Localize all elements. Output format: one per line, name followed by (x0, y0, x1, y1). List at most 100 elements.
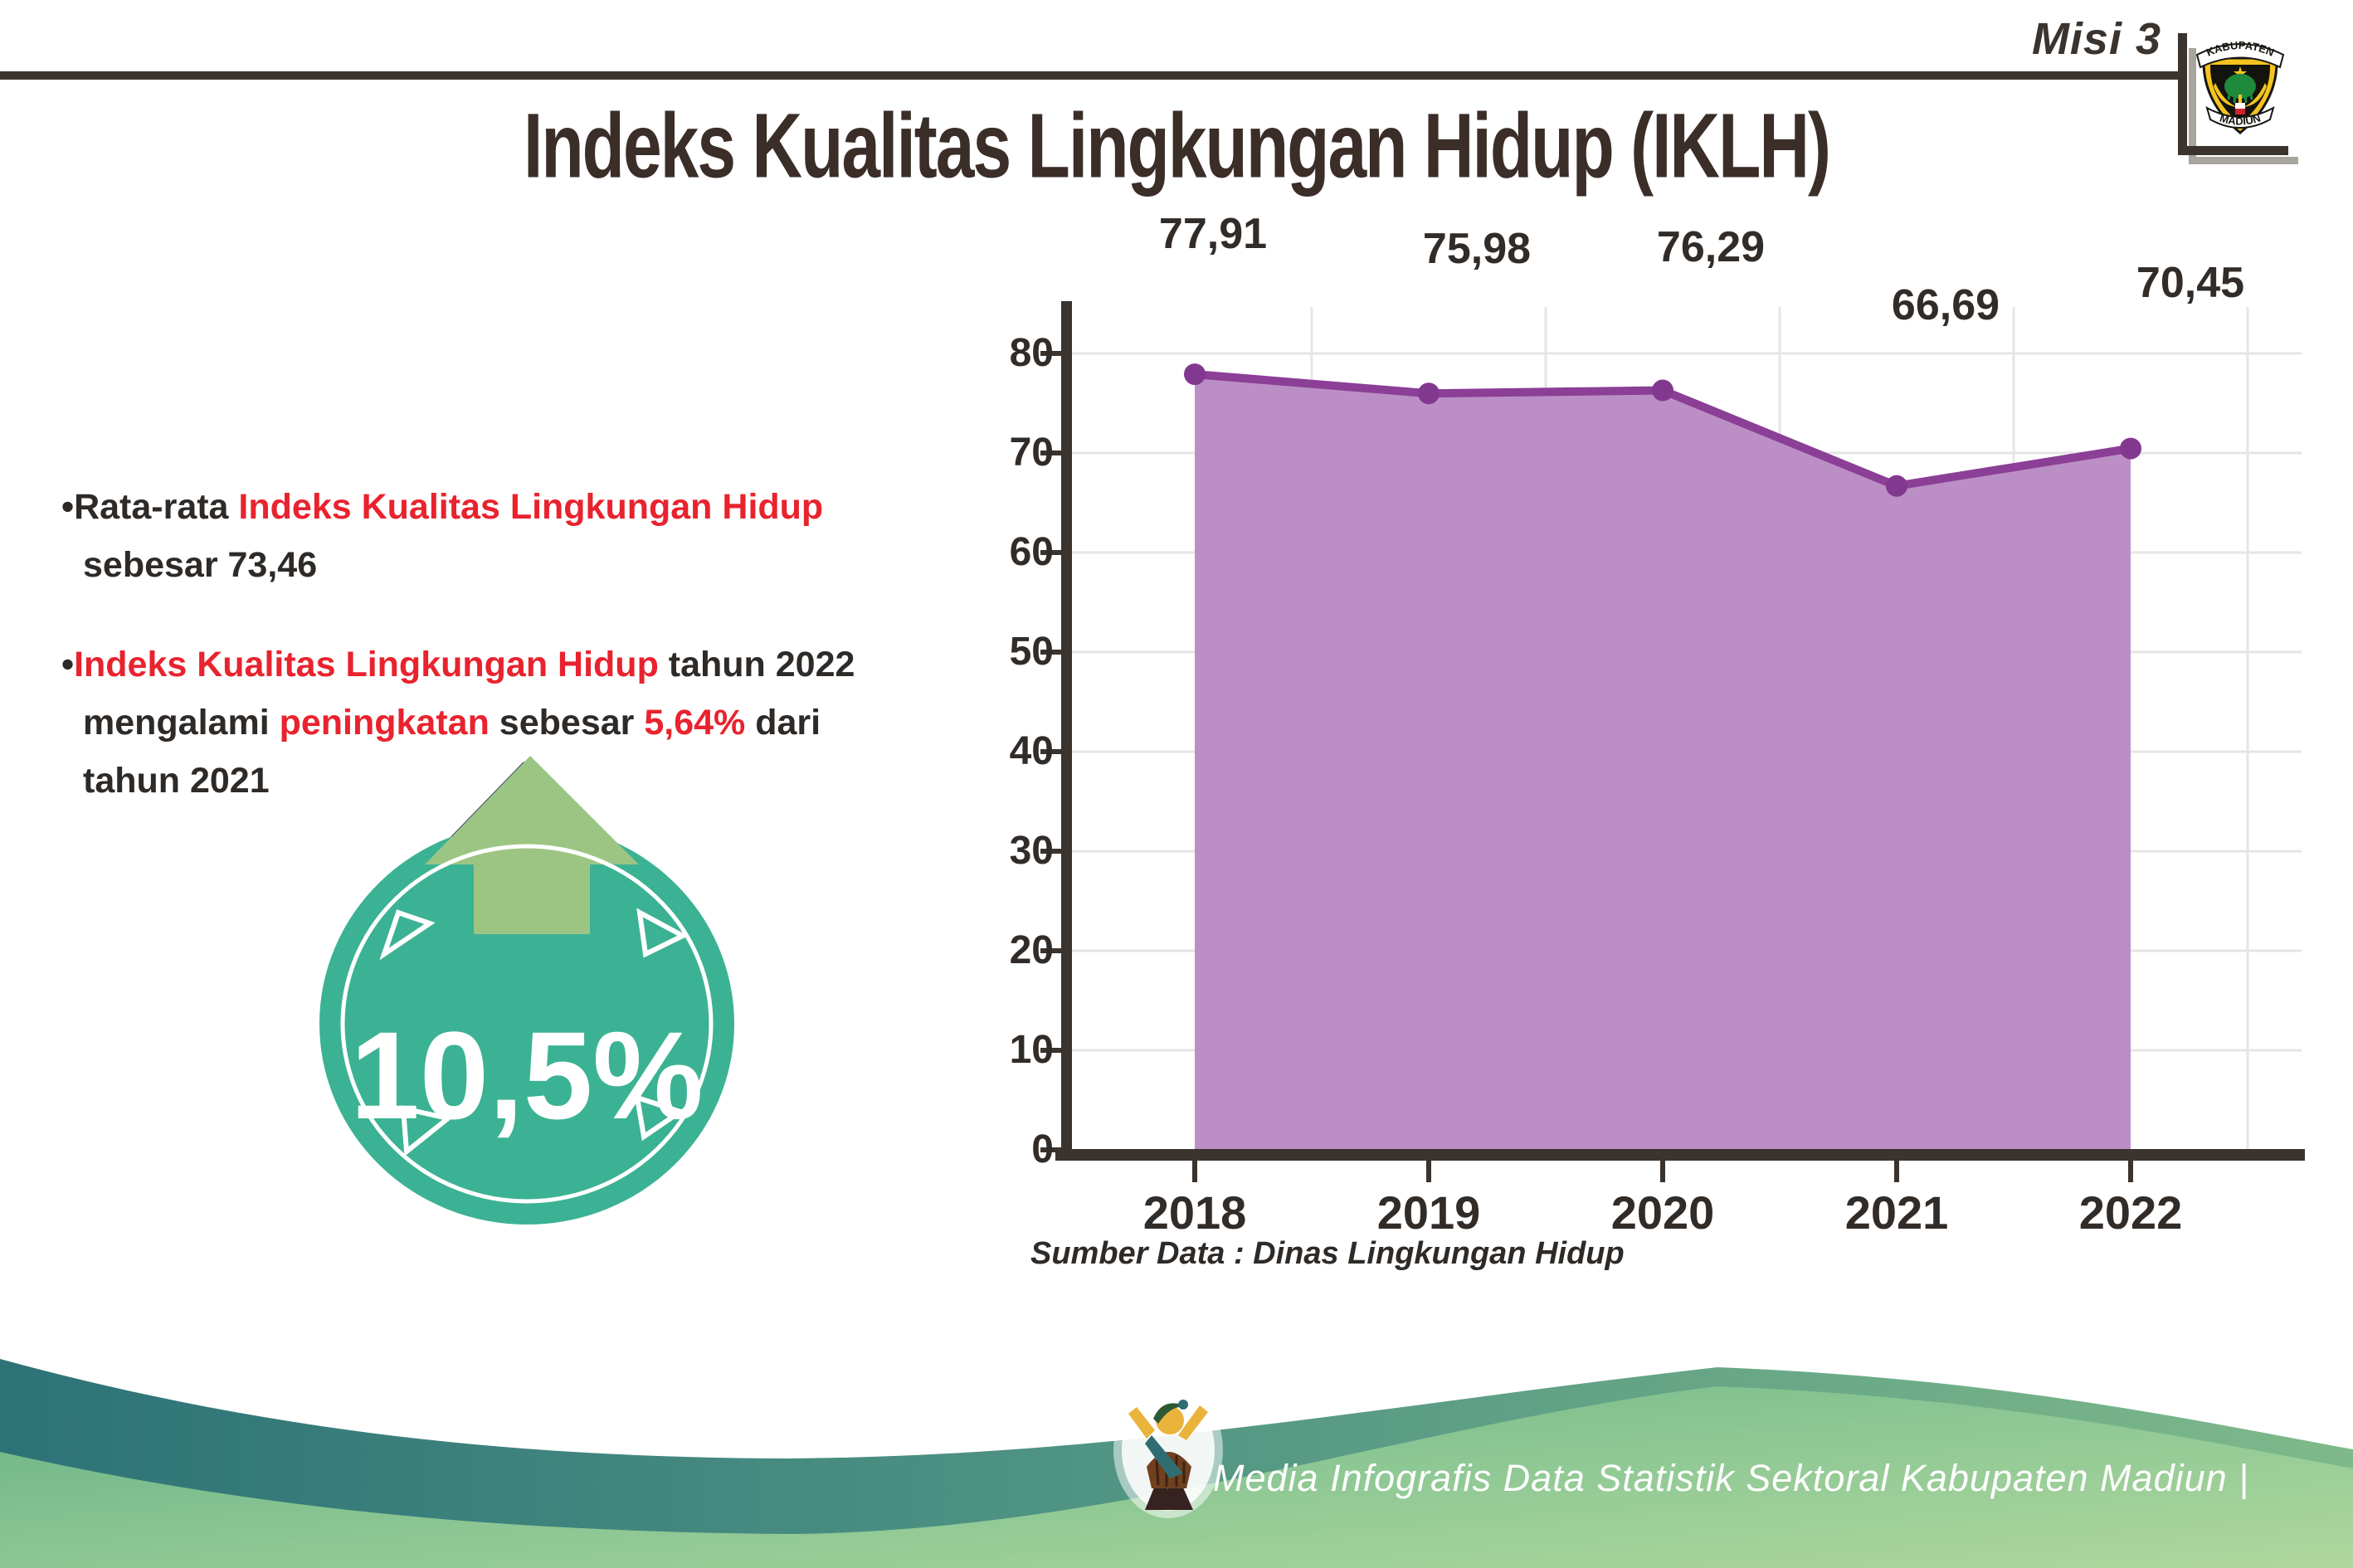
x-axis (1055, 1149, 2305, 1161)
text-segment: sebesar (489, 703, 645, 743)
y-tick (1040, 849, 1062, 854)
crest-right-wing (2243, 83, 2267, 107)
bullet-average-iklh: •Rata-rata Indeks Kualitas Lingkungan Hi… (61, 478, 823, 594)
x-tick (2128, 1161, 2133, 1182)
crest-left-wing (2214, 83, 2237, 107)
corner-bracket-vertical (2178, 33, 2187, 155)
x-tick (1660, 1161, 1665, 1182)
y-axis-label: 10 (1009, 1028, 1054, 1072)
text-segment: Rata-rata (74, 487, 239, 527)
data-point-marker (1184, 363, 1206, 386)
text-segment: tahun 2022 (658, 645, 855, 684)
area-fill (1195, 374, 2131, 1150)
y-axis-label: 30 (1009, 829, 1054, 873)
x-axis-label: 2021 (1844, 1186, 1949, 1239)
mascot-right-arm (1178, 1405, 1208, 1440)
footer-green-wave (0, 1386, 2353, 1568)
x-tick (1426, 1161, 1431, 1182)
crest-bottom-ribbon (2205, 105, 2275, 129)
x-tick (1192, 1161, 1197, 1182)
accent-triangle-bottom-left (400, 1105, 454, 1157)
accent-triangle-bottom-right (634, 1093, 686, 1142)
mascot-headwrap-knot (1178, 1400, 1188, 1410)
badge-percentage-value: 10,5% (350, 1006, 703, 1145)
y-tick (1040, 1147, 1062, 1152)
data-label: 76,29 (1656, 222, 1766, 271)
corner-bracket-horizontal (2178, 146, 2288, 155)
iklh-area-chart: Sumber Data : Dinas Lingkungan Hidup 0 10… (979, 210, 2353, 1334)
x-axis-label: 2018 (1142, 1186, 1247, 1239)
y-tick (1040, 1048, 1062, 1053)
corner-bracket-shadow-vertical (2189, 48, 2196, 164)
y-tick (1040, 351, 1062, 356)
bullet-line: tahun 2021 (61, 752, 855, 810)
text-segment: 5,64% (644, 703, 746, 743)
data-point-marker (2120, 437, 2141, 460)
footer-waves (0, 1359, 2353, 1568)
x-tick (1894, 1161, 1899, 1182)
data-point-marker (1418, 382, 1440, 405)
y-tick (1040, 650, 1062, 655)
increase-badge: 10,5% (319, 756, 734, 1225)
footer-mascot (1113, 1382, 1223, 1518)
mascot-sash (1145, 1435, 1183, 1478)
y-axis (1061, 301, 1072, 1157)
mascot-left-arm (1128, 1407, 1155, 1439)
data-point-marker (1886, 475, 1907, 497)
x-axis-label: 2019 (1376, 1186, 1481, 1239)
bullet-line: sebesar 73,46 (61, 536, 823, 594)
corner-bracket-shadow-horizontal (2192, 157, 2298, 164)
crest-top-ribbon-text: KABUPATEN (2204, 39, 2276, 59)
mascot-headwrap (1153, 1403, 1188, 1424)
accent-triangle-top-right (636, 908, 689, 958)
crest-tree-branches (2227, 89, 2253, 104)
data-label: 66,69 (1891, 280, 2000, 329)
crest-tree-crown (2224, 74, 2256, 99)
text-segment: sebesar 73,46 (83, 545, 318, 585)
text-segment: dari (745, 703, 821, 743)
data-label: 77,91 (1158, 210, 1268, 259)
data-label: 70,45 (2136, 258, 2245, 307)
misi-label: Misi 3 (2031, 14, 2161, 64)
data-point-marker (1652, 379, 1673, 402)
text-segment: peningkatan (279, 703, 490, 743)
y-axis-label: 50 (1009, 630, 1054, 674)
text-segment: • (61, 487, 75, 527)
x-axis-label: 2020 (1610, 1186, 1715, 1239)
y-axis-label: 80 (1009, 331, 1054, 375)
bullet-increase-2022: •Indeks Kualitas Lingkungan Hidup tahun … (61, 635, 855, 810)
y-tick (1040, 749, 1062, 754)
bullet-line: •Indeks Kualitas Lingkungan Hidup tahun … (61, 635, 855, 694)
chart-source-note: Sumber Data : Dinas Lingkungan Hidup (1030, 1236, 1625, 1271)
crest-tree-trunk (2239, 95, 2242, 106)
x-axis-label: 2022 (2078, 1186, 2183, 1239)
bullet-line: •Rata-rata Indeks Kualitas Lingkungan Hi… (61, 478, 823, 536)
y-axis-label: 40 (1009, 729, 1054, 773)
crest-star (2234, 66, 2247, 80)
y-tick (1040, 550, 1062, 555)
footer-caption: Media Infografis Data Statistik Sektoral… (1213, 1457, 2249, 1499)
chart-canvas (1040, 301, 2305, 1182)
header-rule-line (0, 71, 2178, 80)
text-segment: tahun 2021 (83, 761, 270, 801)
crest-small-shield-white (2235, 103, 2245, 109)
crest-top-ribbon (2195, 43, 2285, 69)
data-label: 75,98 (1422, 225, 1532, 274)
accent-triangle-top-left (379, 909, 436, 961)
text-segment: mengalami (83, 703, 280, 743)
bullet-line: mengalami peningkatan sebesar 5,64% dari (61, 694, 855, 752)
y-axis-label: 0 (1031, 1127, 1054, 1171)
y-tick (1040, 450, 1062, 455)
y-axis-label: 60 (1009, 530, 1054, 574)
kabupaten-madiun-logo: KABUPATEN MADIUN (2195, 39, 2285, 134)
page-title: Indeks Kualitas Lingkungan Hidup (IKLH) (523, 94, 1831, 197)
crest-small-shield-red (2235, 109, 2245, 114)
crest-bottom-ribbon-text: MADIUN (2219, 111, 2263, 127)
y-tick (1040, 948, 1062, 953)
badge-inner-ring (340, 844, 714, 1204)
y-axis-label: 20 (1009, 928, 1054, 972)
text-segment: Indeks Kualitas Lingkungan Hidup (238, 487, 824, 527)
text-segment: Indeks Kualitas Lingkungan Hidup (74, 645, 659, 684)
text-segment: • (61, 645, 75, 684)
